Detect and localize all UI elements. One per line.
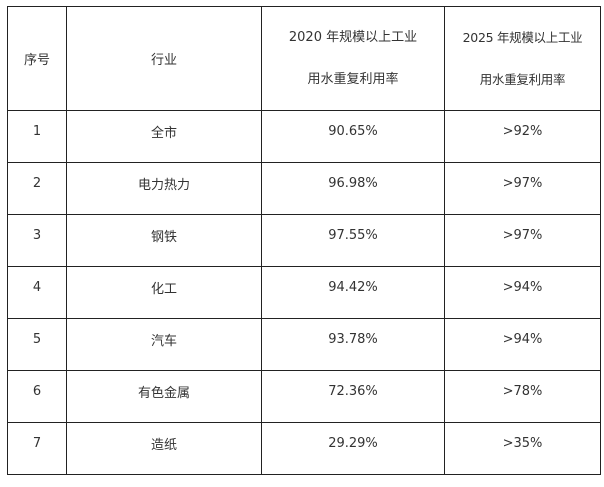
header-index-label: 序号 (23, 53, 50, 68)
table-row: 3 钢铁 97.55% >97% (7, 214, 601, 267)
cell-rate-2025: >94% (444, 266, 601, 319)
cell-industry: 造纸 (66, 422, 262, 475)
header-rate-2020-line1: 2020 年规模以上工业 (288, 29, 418, 45)
table-row: 4 化工 94.42% >94% (7, 266, 601, 319)
table-row: 1 全市 90.65% >92% (7, 110, 601, 163)
cell-rate-2025: >78% (444, 370, 601, 423)
cell-rate-2020: 29.29% (261, 422, 445, 475)
cell-rate-2020: 72.36% (261, 370, 445, 423)
cell-industry: 化工 (66, 266, 262, 319)
cell-rate-2020: 93.78% (261, 318, 445, 371)
cell-industry: 钢铁 (66, 214, 262, 267)
table-row: 7 造纸 29.29% >35% (7, 422, 601, 475)
header-index: 序号 (7, 6, 67, 111)
cell-rate-2020: 97.55% (261, 214, 445, 267)
cell-index: 1 (7, 110, 67, 163)
cell-rate-2025: >97% (444, 214, 601, 267)
table-row: 6 有色金属 72.36% >78% (7, 370, 601, 423)
cell-industry: 电力热力 (66, 162, 262, 215)
cell-rate-2020: 96.98% (261, 162, 445, 215)
cell-index: 6 (7, 370, 67, 423)
cell-rate-2025: >92% (444, 110, 601, 163)
cell-rate-2025: >97% (444, 162, 601, 215)
cell-industry: 全市 (66, 110, 262, 163)
cell-rate-2020: 90.65% (261, 110, 445, 163)
header-rate-2025-line1: 2025 年规模以上工业 (462, 29, 583, 45)
cell-industry: 汽车 (66, 318, 262, 371)
cell-index: 4 (7, 266, 67, 319)
table-header-row: 序号 行业 2020 年规模以上工业 用水重复利用率 2025 年规模以上工业 … (7, 6, 601, 111)
cell-index: 5 (7, 318, 67, 371)
cell-rate-2020: 94.42% (261, 266, 445, 319)
cell-index: 7 (7, 422, 67, 475)
header-rate-2020-line2: 用水重复利用率 (307, 71, 399, 87)
cell-rate-2025: >35% (444, 422, 601, 475)
table-row: 2 电力热力 96.98% >97% (7, 162, 601, 215)
cell-rate-2025: >94% (444, 318, 601, 371)
cell-index: 2 (7, 162, 67, 215)
header-rate-2020: 2020 年规模以上工业 用水重复利用率 (261, 6, 445, 111)
table-row: 5 汽车 93.78% >94% (7, 318, 601, 371)
header-industry: 行业 (66, 6, 262, 111)
header-rate-2025-line2: 用水重复利用率 (479, 71, 566, 87)
cell-industry: 有色金属 (66, 370, 262, 423)
water-reuse-rate-table: 序号 行业 2020 年规模以上工业 用水重复利用率 2025 年规模以上工业 … (7, 6, 601, 475)
header-industry-label: 行业 (150, 53, 177, 68)
cell-index: 3 (7, 214, 67, 267)
header-rate-2025: 2025 年规模以上工业 用水重复利用率 (444, 6, 601, 111)
